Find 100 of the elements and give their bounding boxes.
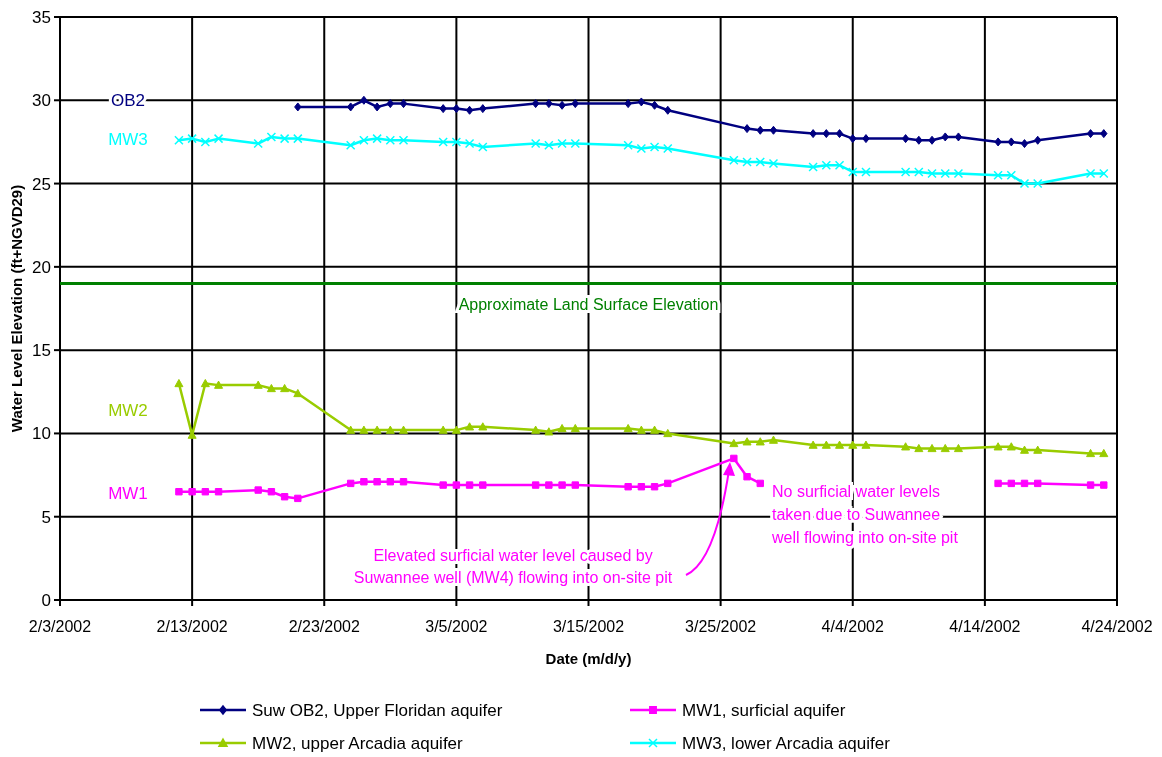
point [953, 168, 964, 179]
point [663, 428, 673, 438]
point [927, 168, 937, 179]
x-tick-label: 2/3/2002 [28, 618, 92, 635]
x-tick-label: 3/25/2002 [685, 618, 757, 635]
point [558, 100, 566, 110]
point [479, 481, 487, 489]
point [1086, 448, 1096, 458]
point [570, 423, 580, 433]
point [914, 443, 924, 453]
point [729, 155, 739, 165]
point [187, 133, 197, 144]
y-tick-label: 10 [32, 424, 51, 444]
point [373, 102, 381, 112]
point [200, 378, 210, 388]
y-tick-label: 0 [41, 590, 51, 610]
point [360, 478, 368, 486]
point [346, 425, 356, 434]
point [544, 140, 554, 151]
point [809, 129, 817, 139]
point [399, 425, 409, 434]
point [399, 99, 408, 109]
point [531, 481, 540, 489]
point [769, 125, 778, 135]
point [451, 425, 461, 434]
point [848, 167, 858, 177]
point [571, 481, 579, 489]
point [1020, 445, 1030, 454]
point [822, 129, 831, 139]
point [266, 132, 277, 142]
point [756, 479, 764, 488]
point [835, 129, 844, 139]
point [900, 167, 911, 177]
point [901, 134, 910, 144]
y-tick-label: 20 [32, 257, 51, 277]
point [372, 133, 382, 144]
point [941, 132, 949, 142]
point [294, 494, 302, 503]
point [1006, 442, 1016, 451]
point [1007, 479, 1015, 488]
point [438, 425, 448, 434]
point [280, 493, 289, 501]
point [1086, 129, 1095, 139]
point [1019, 178, 1030, 189]
point [531, 425, 541, 434]
point [439, 481, 447, 489]
point [544, 427, 554, 436]
point [570, 138, 581, 149]
point [636, 143, 647, 154]
point [953, 443, 963, 453]
x-tick-label: 3/15/2002 [552, 618, 625, 635]
point [571, 99, 579, 109]
point [558, 481, 566, 489]
legend-label: MW1, surficial aquifer [682, 700, 846, 720]
point [1100, 129, 1108, 139]
point [940, 443, 950, 453]
point [940, 168, 950, 179]
point [861, 440, 871, 449]
point [954, 132, 963, 142]
point [267, 488, 276, 496]
point [465, 422, 475, 431]
annotation: MW3 [108, 129, 148, 149]
point [386, 478, 395, 486]
ref-line-label: Approximate Land Surface Elevation [458, 295, 719, 313]
legend-label: MW3, lower Arcadia aquifer [682, 733, 891, 753]
point [756, 125, 764, 135]
point [545, 481, 553, 489]
point [465, 481, 474, 489]
point [835, 440, 845, 449]
point [650, 483, 659, 491]
point [478, 142, 488, 152]
point [346, 479, 355, 488]
point [464, 138, 475, 149]
point [372, 425, 382, 434]
point [279, 133, 290, 144]
point [914, 167, 924, 177]
point [624, 483, 632, 491]
point [848, 440, 858, 449]
point [213, 133, 224, 144]
point [624, 99, 632, 109]
point [557, 423, 567, 433]
y-tick-label: 25 [32, 174, 51, 194]
point [743, 124, 751, 134]
point [373, 478, 381, 486]
point [1032, 178, 1043, 189]
point [730, 454, 738, 463]
point [253, 138, 263, 149]
legend-label: Suw OB2, Upper Floridan aquifer [252, 700, 503, 720]
x-tick-label: 3/5/2002 [425, 618, 488, 635]
point [636, 425, 646, 434]
point [834, 160, 845, 170]
point [438, 137, 448, 147]
point [386, 99, 395, 109]
x-tick-label: 2/13/2002 [156, 618, 228, 635]
point [650, 425, 660, 434]
point [649, 142, 660, 152]
point [663, 143, 673, 154]
point [530, 138, 541, 149]
point [1034, 135, 1042, 145]
point [451, 137, 462, 147]
